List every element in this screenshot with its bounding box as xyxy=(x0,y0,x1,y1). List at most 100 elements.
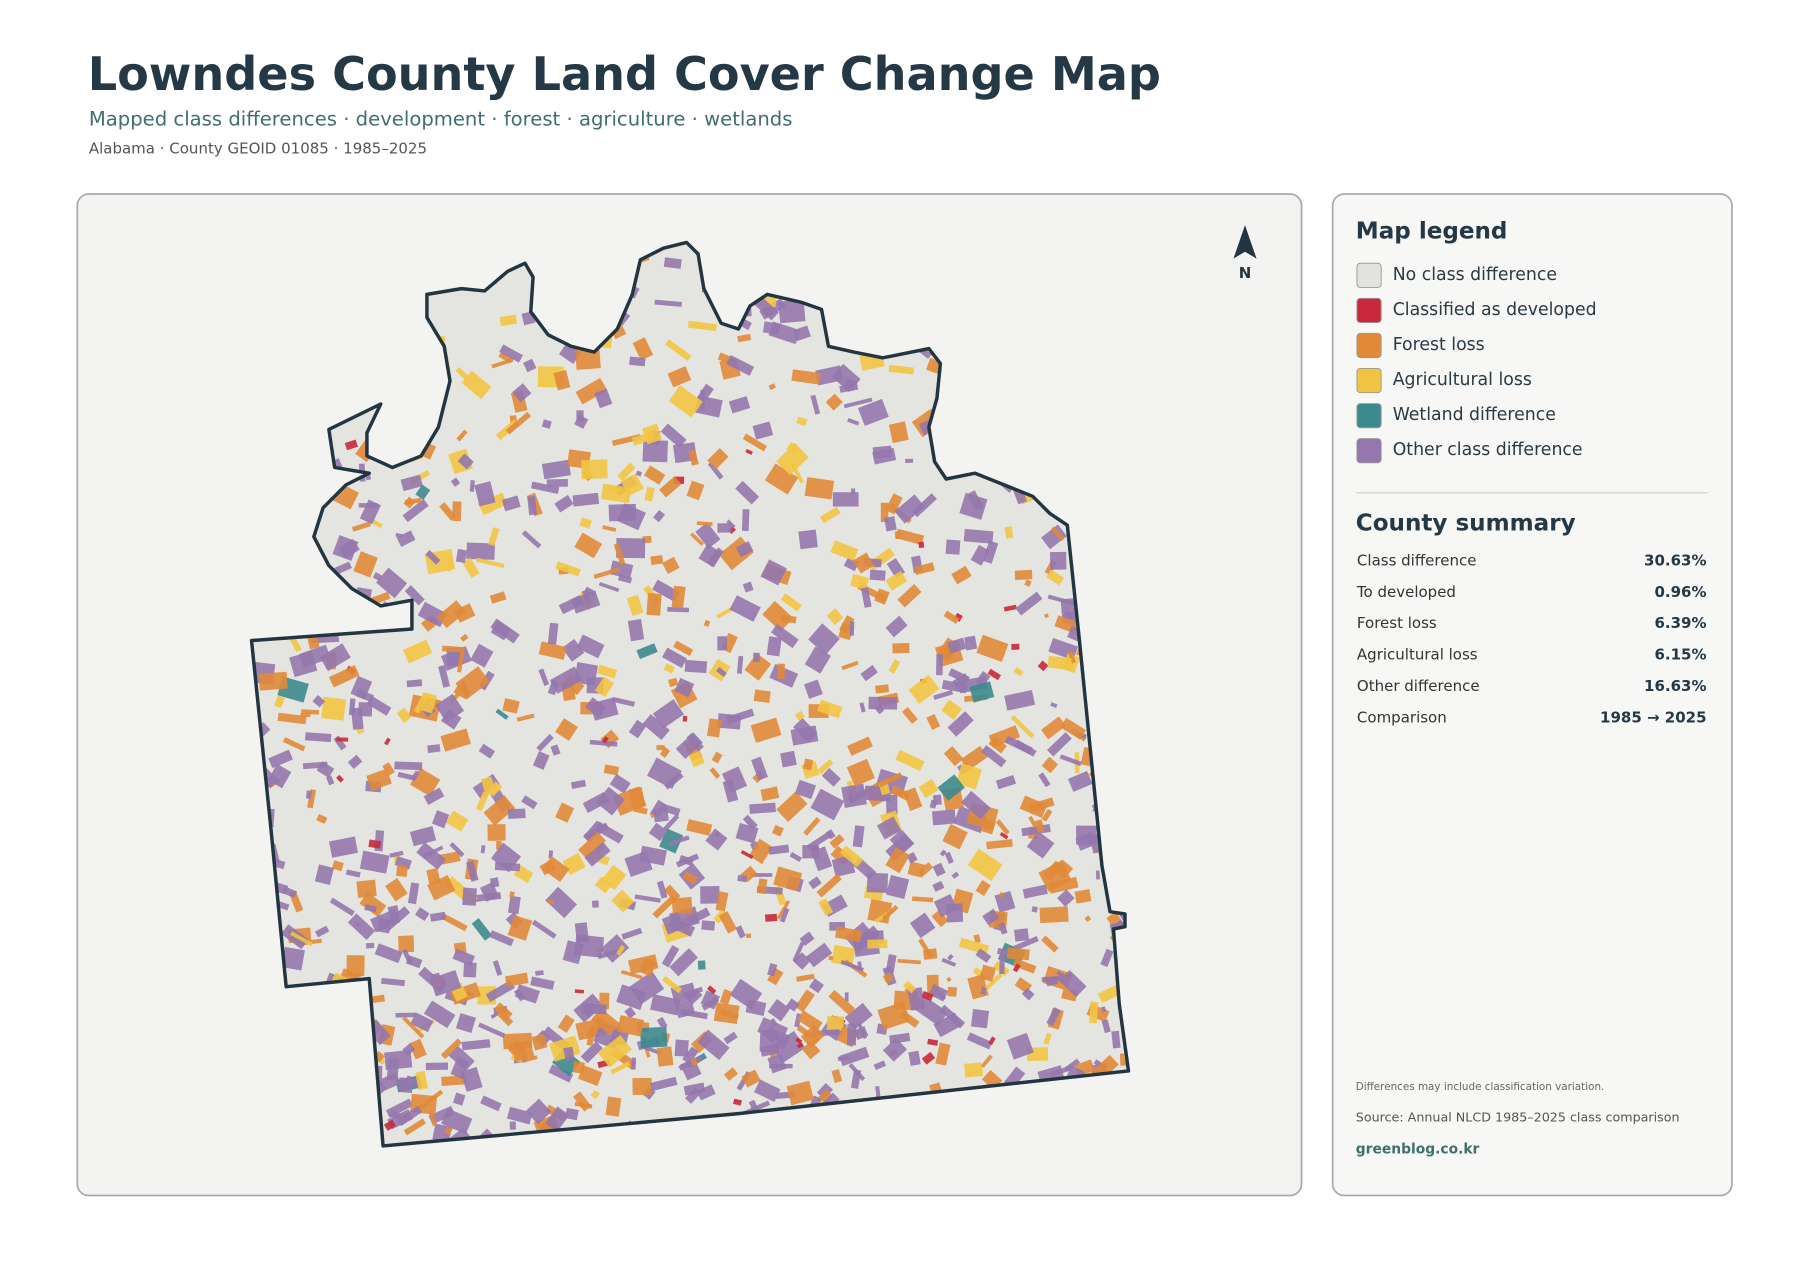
change-patch xyxy=(888,421,909,444)
change-patch xyxy=(407,882,420,905)
change-patch xyxy=(767,967,784,986)
change-patch xyxy=(663,884,681,902)
change-patch xyxy=(616,984,647,1011)
change-patch xyxy=(452,948,475,967)
change-patch xyxy=(684,659,708,674)
change-patch xyxy=(794,779,817,800)
change-patch xyxy=(423,787,445,805)
change-patch xyxy=(1041,756,1059,774)
change-patch xyxy=(902,980,917,994)
change-patch xyxy=(803,679,823,699)
change-patch xyxy=(850,573,870,590)
change-patch xyxy=(639,957,657,977)
change-patch xyxy=(987,668,1002,681)
change-patch xyxy=(1028,797,1055,813)
change-patch xyxy=(800,1024,825,1049)
change-patch xyxy=(538,641,567,660)
summary-title: County summary xyxy=(1356,511,1576,537)
change-patch xyxy=(682,986,704,998)
change-patch xyxy=(616,944,626,956)
change-patch xyxy=(290,931,313,947)
change-patch xyxy=(931,809,956,826)
change-patch xyxy=(963,528,994,544)
change-patch xyxy=(609,773,631,794)
change-patch xyxy=(829,833,845,849)
change-patch xyxy=(328,665,360,688)
change-patch xyxy=(832,492,859,507)
change-patch xyxy=(828,955,834,961)
change-patch xyxy=(970,1009,990,1029)
change-patch xyxy=(1101,1006,1107,1013)
change-patch xyxy=(686,732,704,752)
change-patch xyxy=(1011,643,1020,650)
change-patch xyxy=(998,891,1005,898)
change-patch xyxy=(384,737,391,746)
change-patch xyxy=(760,559,787,586)
change-patch xyxy=(548,1064,574,1083)
change-patch xyxy=(385,877,408,902)
change-patch xyxy=(665,339,692,361)
change-patch xyxy=(387,905,400,919)
change-patch xyxy=(995,819,1010,835)
change-patch xyxy=(457,453,474,470)
change-patch xyxy=(575,348,601,370)
change-patch xyxy=(406,679,423,688)
change-patch xyxy=(1013,667,1024,677)
change-patch xyxy=(1059,970,1087,998)
change-patch xyxy=(1047,655,1072,671)
change-patch xyxy=(1043,1032,1052,1045)
change-patch xyxy=(557,1014,575,1033)
change-patch xyxy=(872,447,897,465)
change-patch xyxy=(961,790,991,820)
change-patch xyxy=(999,832,1009,840)
change-patch xyxy=(499,314,518,327)
change-patch xyxy=(826,1016,844,1031)
change-patch xyxy=(918,778,939,799)
change-patch xyxy=(531,1033,548,1051)
change-patch xyxy=(796,416,808,427)
change-patch xyxy=(400,474,423,492)
change-patch xyxy=(943,746,964,767)
change-patch xyxy=(656,745,665,751)
change-patch xyxy=(690,1058,698,1066)
change-patch xyxy=(441,1075,467,1086)
change-patch xyxy=(488,527,500,547)
change-patch xyxy=(852,825,865,848)
change-patch xyxy=(753,689,771,704)
change-patch xyxy=(885,847,910,874)
change-patch xyxy=(314,864,334,885)
change-patch xyxy=(394,761,423,771)
legend-label: Other class difference xyxy=(1393,440,1583,460)
change-patch xyxy=(656,1046,674,1067)
change-patch xyxy=(668,385,703,418)
change-patch xyxy=(696,521,713,527)
change-patch xyxy=(701,996,720,1011)
change-patch xyxy=(598,582,620,593)
change-patch xyxy=(480,1095,502,1112)
change-patch xyxy=(855,925,881,949)
change-patch xyxy=(438,665,451,688)
change-patch xyxy=(555,802,575,823)
change-patch xyxy=(803,758,814,771)
legend: No class difference Classified as develop… xyxy=(1356,262,1597,464)
change-patch xyxy=(374,943,403,964)
change-patch xyxy=(799,931,815,946)
change-patch xyxy=(353,551,378,578)
change-patch xyxy=(975,671,991,687)
change-patch xyxy=(521,530,542,549)
change-patch xyxy=(417,601,448,628)
change-patch xyxy=(894,494,925,524)
change-patch xyxy=(726,355,755,376)
change-patch xyxy=(612,696,635,707)
change-patch xyxy=(995,775,1017,790)
change-patch xyxy=(682,715,688,722)
change-patch xyxy=(776,900,791,920)
change-patch xyxy=(1006,947,1030,961)
change-patch xyxy=(741,1069,761,1088)
change-patch xyxy=(510,1039,535,1062)
change-patch xyxy=(553,369,571,391)
change-patch xyxy=(499,344,523,363)
change-patch xyxy=(964,1062,984,1078)
credit: greenblog.co.kr xyxy=(1356,1141,1480,1157)
change-patch xyxy=(885,570,908,591)
